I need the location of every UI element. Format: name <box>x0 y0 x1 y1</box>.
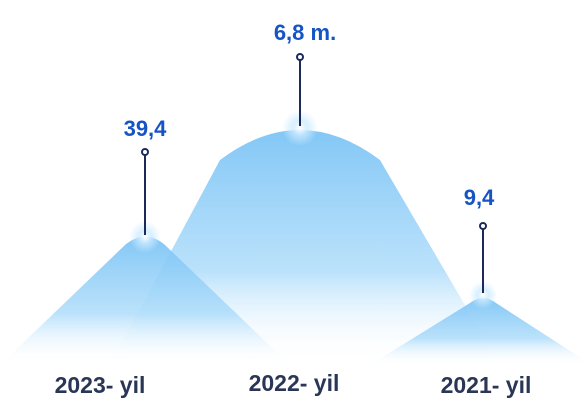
year-label: 2022- yil <box>249 370 340 396</box>
peak-glow <box>282 110 318 146</box>
pin-head <box>141 148 149 156</box>
value-label: 39,4 <box>124 116 168 141</box>
value-label: 9,4 <box>464 185 495 210</box>
year-label: 2023- yil <box>55 372 146 398</box>
pin-head <box>296 53 304 61</box>
mountain <box>370 298 584 365</box>
peak-glow <box>469 281 497 309</box>
year-label: 2021- yil <box>441 372 532 398</box>
peak-glow <box>129 221 161 253</box>
mountain <box>0 236 290 365</box>
pin-head <box>479 222 487 230</box>
value-label: 6,8 m. <box>274 20 336 45</box>
